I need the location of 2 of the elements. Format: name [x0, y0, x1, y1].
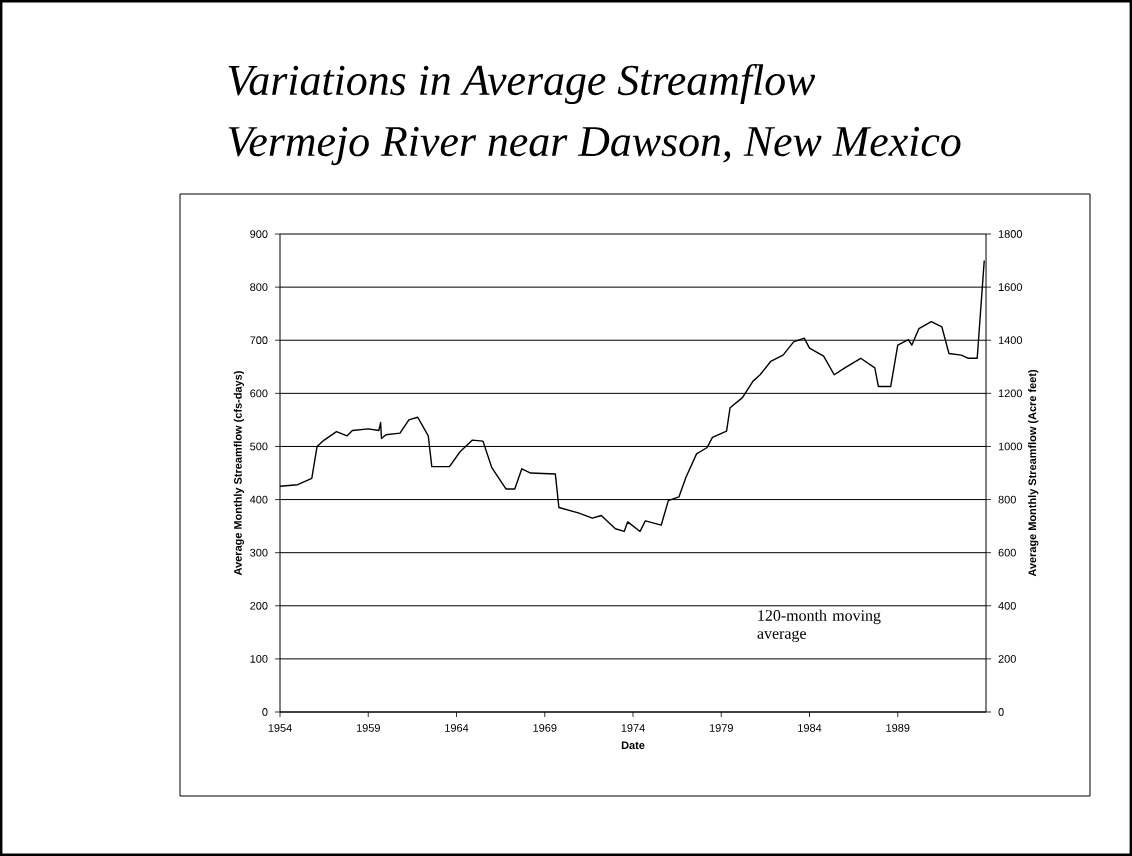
- chart-subtitle: Vermejo River near Dawson, New Mexico: [228, 126, 961, 166]
- chart-title: Variations in Average Streamflow: [228, 63, 816, 105]
